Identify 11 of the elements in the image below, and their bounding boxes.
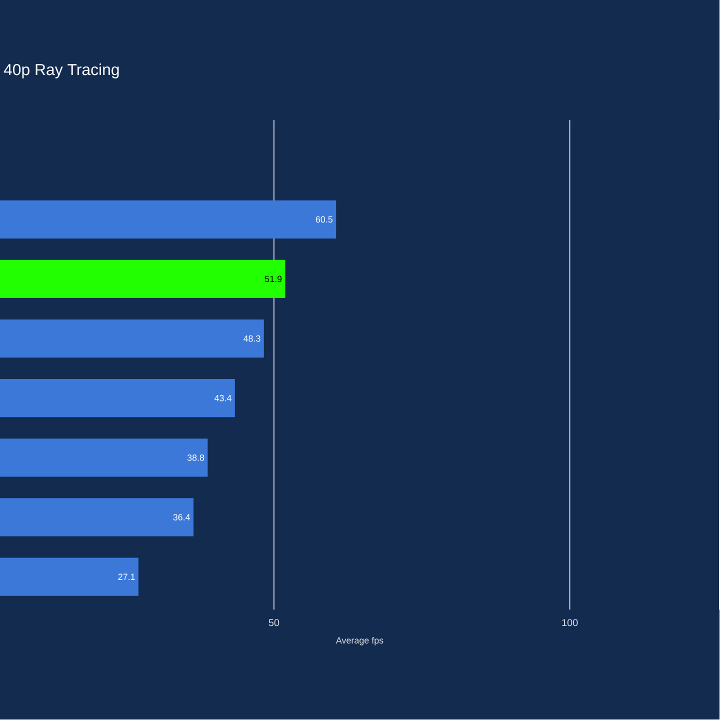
data-label: 27.1 bbox=[118, 574, 135, 580]
data-label: 36.4 bbox=[173, 514, 190, 521]
data-label: 60.5 bbox=[316, 216, 333, 223]
x-axis-title: Average fps bbox=[336, 637, 384, 646]
data-label: 43.4 bbox=[214, 395, 232, 402]
x-tick-label: 50 bbox=[268, 619, 280, 626]
data-label: 48.3 bbox=[243, 336, 260, 342]
data-label: 38.8 bbox=[187, 454, 204, 462]
data-label: 51.9 bbox=[264, 276, 282, 282]
x-tick-label: 100 bbox=[562, 619, 578, 626]
chart-title: 40p Ray Tracing bbox=[4, 64, 119, 79]
